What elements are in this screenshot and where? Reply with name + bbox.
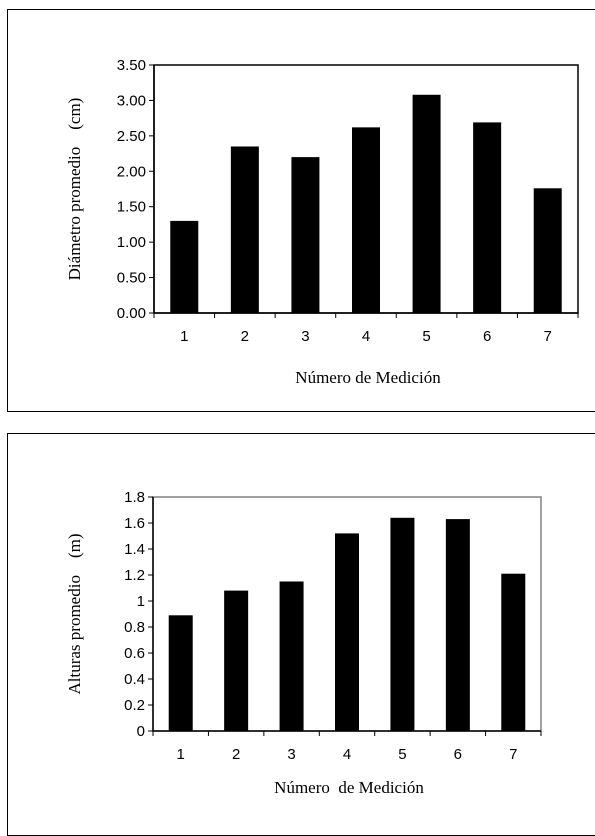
bar-5: [390, 517, 415, 731]
x-axis-title: Número de Medición: [295, 368, 441, 387]
x-tick-label: 5: [398, 746, 406, 763]
y-tick-label: 0.4: [124, 671, 145, 688]
bar-6: [445, 519, 470, 731]
y-tick-label: 1.4: [124, 541, 145, 558]
y-tick-label: 0.00: [117, 305, 146, 322]
x-tick-label: 6: [454, 746, 462, 763]
x-tick-label: 7: [544, 328, 552, 345]
y-tick-label: 1.2: [124, 567, 145, 584]
y-tick-label: 1.6: [124, 515, 145, 532]
y-tick-label: 2.50: [117, 128, 146, 145]
y-tick-label: 0.2: [124, 697, 145, 714]
bar-6: [473, 122, 502, 313]
x-tick-label: 3: [287, 746, 295, 763]
x-tick-label: 3: [301, 328, 309, 345]
x-tick-label: 7: [509, 746, 517, 763]
bar-2: [230, 146, 259, 313]
y-tick-label: 1.50: [117, 199, 146, 216]
bar-1: [168, 615, 193, 731]
y-tick-label: 3.00: [117, 92, 146, 109]
x-axis-title: Número de Medición: [274, 778, 424, 797]
x-tick-label: 6: [483, 328, 491, 345]
x-tick-label: 2: [241, 328, 249, 345]
x-tick-label: 1: [177, 746, 185, 763]
bar-5: [412, 94, 441, 313]
y-tick-label: 1.00: [117, 234, 146, 251]
x-tick-label: 4: [362, 328, 370, 345]
bar-1: [170, 220, 199, 313]
y-tick-label: 0.6: [124, 645, 145, 662]
bar-4: [352, 127, 380, 314]
x-tick-label: 1: [180, 328, 188, 345]
y-tick-label: 3.50: [117, 57, 146, 74]
y-tick-label: 1.8: [124, 489, 145, 506]
bar-7: [533, 188, 562, 313]
y-tick-label: 0.50: [117, 270, 146, 287]
bar-3: [291, 157, 320, 313]
bar-2: [224, 590, 249, 731]
bar-7: [501, 573, 526, 731]
y-axis-title: Alturas promedio (m): [65, 534, 84, 695]
x-tick-label: 2: [232, 746, 240, 763]
y-tick-label: 2.00: [117, 163, 146, 180]
bar-3: [279, 581, 304, 731]
y-tick-label: 1: [137, 593, 145, 610]
y-tick-label: 0.8: [124, 619, 145, 636]
x-tick-label: 5: [422, 328, 430, 345]
x-tick-label: 4: [343, 746, 351, 763]
bar-4: [335, 533, 359, 731]
y-tick-label: 0: [137, 723, 145, 740]
y-axis-title: Diámetro promedio (cm): [65, 98, 84, 281]
